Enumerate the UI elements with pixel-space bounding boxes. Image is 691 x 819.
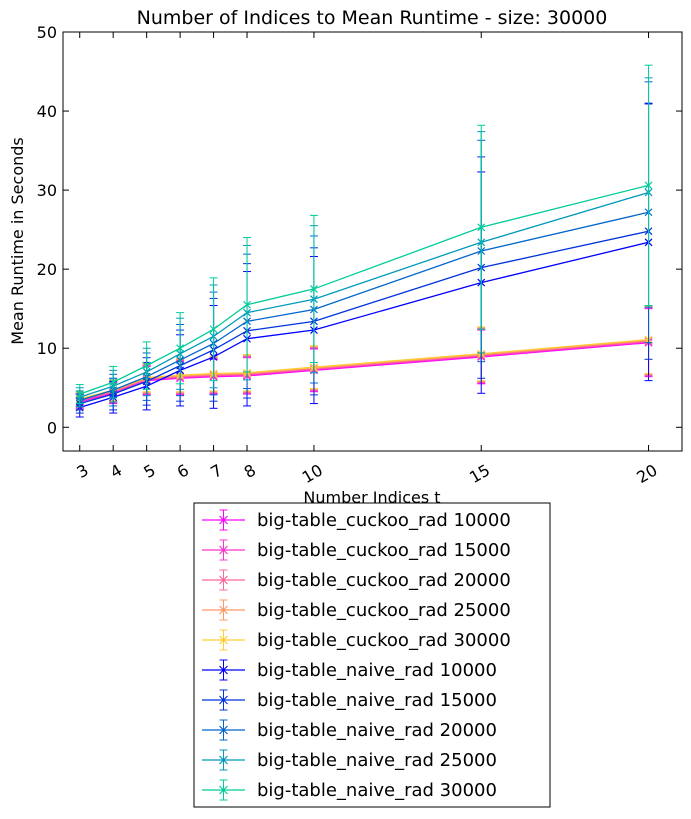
legend-marker [219, 635, 228, 645]
chart-title: Number of Indices to Mean Runtime - size… [137, 7, 608, 29]
legend-entry-1: big-table_cuckoo_rad 10000 [202, 509, 511, 531]
data-point [75, 390, 84, 399]
y-tick-label: 20 [37, 260, 57, 279]
legend-label: big-table_cuckoo_rad 20000 [257, 570, 511, 591]
y-tick-label: 40 [37, 102, 57, 121]
legend-entry-10: big-table_naive_rad 30000 [202, 779, 497, 801]
legend-label: big-table_naive_rad 15000 [257, 690, 497, 711]
legend-label: big-table_cuckoo_rad 30000 [257, 630, 511, 651]
data-point [209, 325, 218, 334]
legend: big-table_cuckoo_rad 10000 big-table_cuck… [193, 502, 551, 808]
legend-marker [219, 605, 228, 615]
legend-entry-7: big-table_naive_rad 15000 [202, 689, 497, 711]
legend-marker [219, 665, 228, 675]
legend-frame [193, 502, 551, 808]
legend-entry-4: big-table_cuckoo_rad 25000 [202, 599, 511, 621]
data-point [176, 344, 185, 353]
legend-label: big-table_naive_rad 25000 [257, 750, 497, 771]
legend-marker [219, 575, 228, 585]
data-point [243, 300, 251, 309]
legend-entry-5: big-table_cuckoo_rad 30000 [202, 629, 511, 651]
legend-entry-9: big-table_naive_rad 25000 [202, 749, 497, 771]
data-point [142, 361, 151, 370]
y-axis-label: Mean Runtime in Seconds [8, 137, 27, 344]
y-tick-label: 10 [37, 339, 57, 358]
data-point [109, 378, 118, 387]
x-axis-label: Number Indices t [303, 488, 440, 507]
legend-label: big-table_naive_rad 20000 [257, 720, 497, 741]
legend-label: big-table_naive_rad 10000 [257, 660, 497, 681]
y-tick-label: 0 [47, 418, 57, 437]
legend-marker [219, 725, 228, 735]
y-tick-label: 30 [37, 181, 57, 200]
plot-area [75, 64, 653, 418]
data-point [644, 181, 653, 190]
legend-entry-3: big-table_cuckoo_rad 20000 [202, 569, 511, 591]
y-tick-label: 50 [37, 23, 57, 42]
legend-marker [219, 545, 228, 555]
legend-entry-2: big-table_cuckoo_rad 15000 [202, 539, 511, 561]
legend-label: big-table_cuckoo_rad 15000 [257, 540, 511, 561]
data-point [310, 285, 318, 293]
series-10 [75, 64, 653, 405]
legend-label: big-table_cuckoo_rad 25000 [257, 600, 511, 621]
axes-frame [62, 31, 683, 452]
legend-entry-6: big-table_naive_rad 10000 [202, 659, 497, 681]
legend-label: big-table_naive_rad 30000 [257, 780, 497, 801]
legend-marker [219, 755, 228, 765]
data-point [477, 223, 486, 232]
legend-marker [219, 785, 228, 795]
legend-label: big-table_cuckoo_rad 10000 [257, 510, 511, 531]
legend-marker [219, 515, 228, 525]
legend-marker [219, 695, 228, 705]
legend-entry-8: big-table_naive_rad 20000 [202, 719, 497, 741]
